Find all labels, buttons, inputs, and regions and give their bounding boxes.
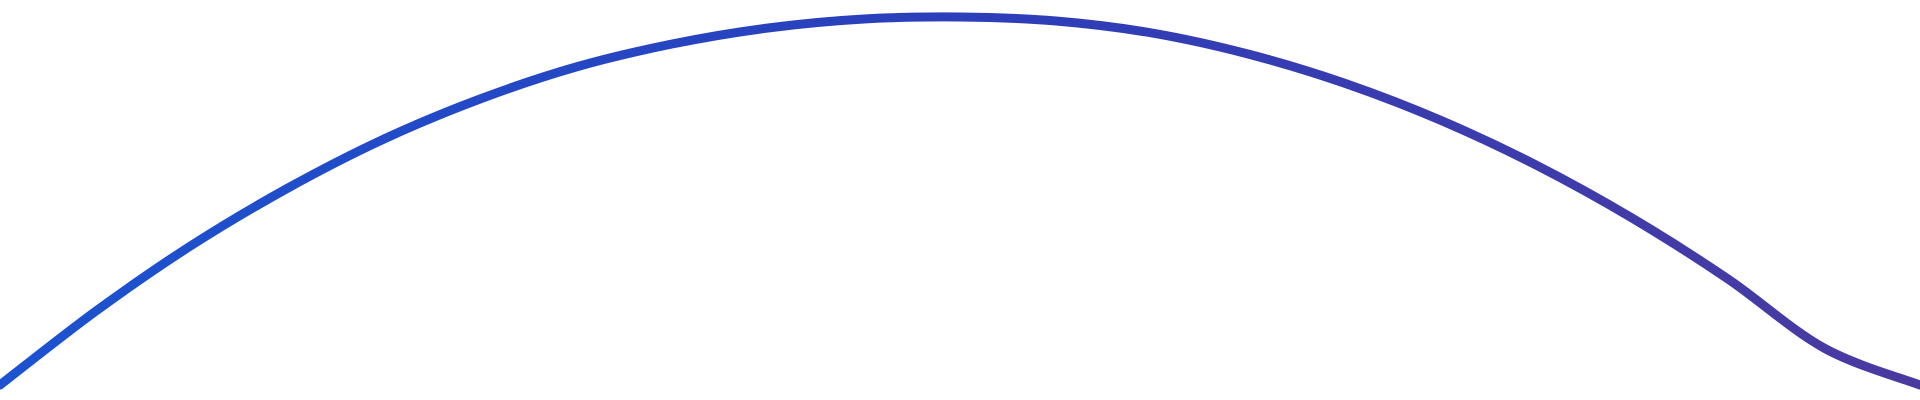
arc-curve-line xyxy=(0,12,1920,390)
